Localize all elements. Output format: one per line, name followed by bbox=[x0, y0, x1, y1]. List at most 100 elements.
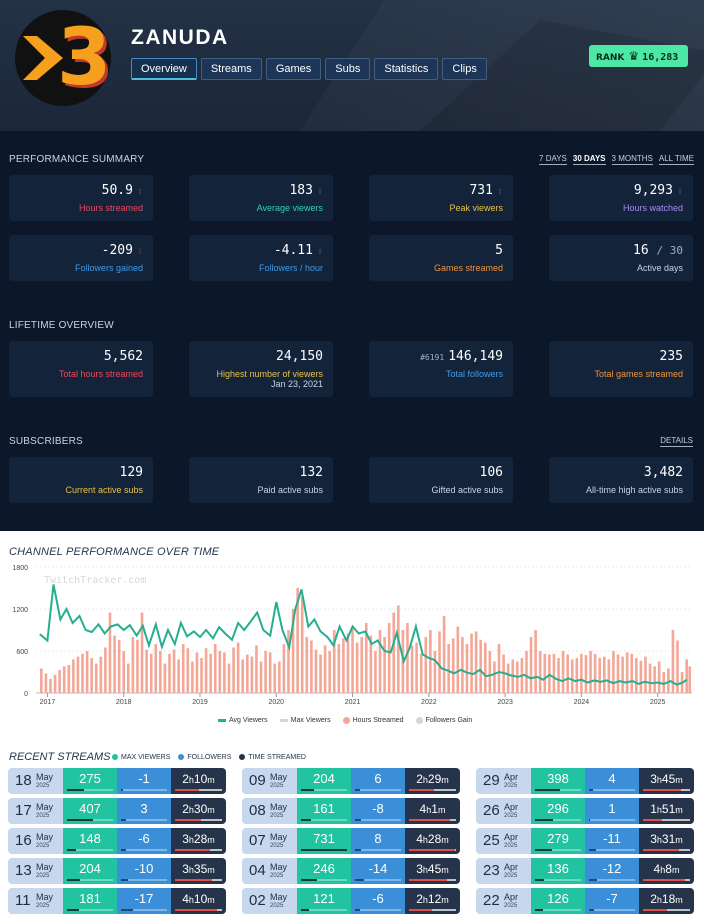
stream-row[interactable]: 16 May 2025 148 -6 3h28m bbox=[8, 828, 226, 854]
range-7-days[interactable]: 7 DAYS bbox=[539, 154, 567, 165]
rank-badge[interactable]: RANK ♛ 16,283 bbox=[589, 45, 688, 67]
legend-item[interactable]: Avg Viewers bbox=[218, 717, 268, 724]
stream-row[interactable]: 07 May 2025 731 8 4h28m bbox=[242, 828, 460, 854]
stream-time: 4h1m bbox=[405, 798, 460, 824]
hours-streamed-bar bbox=[598, 658, 602, 693]
stream-row[interactable]: 22 Apr 2025 126 -7 2h18m bbox=[476, 888, 694, 914]
stream-day: 17 bbox=[15, 802, 32, 819]
max-viewers-bar bbox=[67, 849, 113, 851]
performance-stat-label: Active days bbox=[636, 263, 683, 273]
stream-row[interactable]: 29 Apr 2025 398 4 3h45m bbox=[476, 768, 694, 794]
stream-row[interactable]: 09 May 2025 204 6 2h29m bbox=[242, 768, 460, 794]
stream-row[interactable]: 13 May 2025 204 -10 3h35m bbox=[8, 858, 226, 884]
tab-overview[interactable]: Overview bbox=[131, 58, 197, 80]
hours-streamed-bar bbox=[369, 635, 373, 693]
stream-month: May bbox=[36, 892, 54, 902]
legend-label: Avg Viewers bbox=[229, 717, 268, 724]
stream-row[interactable]: 23 Apr 2025 136 -12 4h8m bbox=[476, 858, 694, 884]
stream-day: 22 bbox=[483, 892, 500, 909]
legend-item[interactable]: Followers Gain bbox=[415, 717, 472, 724]
x-tick-label: 2018 bbox=[116, 699, 132, 706]
hours-streamed-bar bbox=[483, 642, 487, 693]
tab-streams[interactable]: Streams bbox=[200, 58, 262, 80]
time-streamed-bar bbox=[409, 819, 456, 821]
hours-streamed-bar bbox=[621, 656, 624, 693]
stream-row[interactable]: 02 May 2025 121 -6 2h12m bbox=[242, 888, 460, 914]
value-text: 235 bbox=[659, 349, 683, 364]
lifetime-stat-card: #6191 146,149 Total followers bbox=[369, 341, 513, 397]
hours-streamed-bar bbox=[140, 612, 144, 693]
stream-followers: -1 bbox=[117, 768, 171, 794]
performance-stat-card: 183 ⇧ Average viewers bbox=[189, 175, 333, 221]
legend-swatch bbox=[279, 719, 288, 722]
hours-streamed-bar bbox=[479, 639, 483, 693]
stream-row[interactable]: 17 May 2025 407 3 2h30m bbox=[8, 798, 226, 824]
subscribers-stat-label: Paid active subs bbox=[257, 485, 323, 495]
hours-streamed-bar bbox=[575, 658, 579, 693]
performance-stat-value: 9,293 ⇧ bbox=[634, 183, 683, 198]
subscribers-stat-card: 132 Paid active subs bbox=[189, 457, 333, 503]
hours-streamed-bar bbox=[415, 642, 418, 693]
hours-streamed-bar bbox=[387, 623, 391, 693]
legend-item[interactable]: Max Viewers bbox=[279, 717, 331, 724]
stream-max-viewers: 407 bbox=[63, 798, 117, 824]
hours-streamed-bar bbox=[314, 649, 318, 693]
subscribers-title: SUBSCRIBERS bbox=[9, 436, 83, 447]
stream-row[interactable]: 11 May 2025 181 -17 4h10m bbox=[8, 888, 226, 914]
channel-logo[interactable]: 3 bbox=[15, 10, 111, 106]
hours-streamed-bar bbox=[497, 644, 501, 693]
stream-row[interactable]: 18 May 2025 275 -1 2h10m bbox=[8, 768, 226, 794]
followers-bar bbox=[121, 789, 167, 791]
max-viewers-bar bbox=[535, 819, 581, 821]
stream-year: 2025 bbox=[270, 783, 284, 789]
stream-year: 2025 bbox=[270, 903, 284, 909]
tab-subs[interactable]: Subs bbox=[325, 58, 371, 80]
stream-max-viewers: 296 bbox=[531, 798, 585, 824]
recent-streams-legend: MAX VIEWERS FOLLOWERS TIME STREAMED bbox=[112, 754, 306, 761]
stream-row[interactable]: 25 Apr 2025 279 -11 3h31m bbox=[476, 828, 694, 854]
stream-followers: -10 bbox=[117, 858, 171, 884]
rank-number: #6191 bbox=[420, 353, 445, 362]
legend-swatch bbox=[342, 717, 350, 724]
subscribers-stat-card: 106 Gifted active subs bbox=[369, 457, 513, 503]
hours-streamed-bar bbox=[209, 653, 212, 693]
stream-year: 2025 bbox=[36, 813, 50, 819]
performance-chart[interactable]: 0 600 1200 1800 2017 2018 2019 2020 2021 2022 2023… bbox=[0, 559, 704, 714]
stream-max-viewers: 121 bbox=[297, 888, 351, 914]
followers-bar bbox=[589, 909, 635, 911]
stream-max-viewers: 279 bbox=[531, 828, 585, 854]
tab-games[interactable]: Games bbox=[265, 58, 322, 80]
hours-streamed-bar bbox=[72, 659, 75, 693]
performance-stat-card: 9,293 ⇧ Hours watched bbox=[549, 175, 693, 221]
stream-row[interactable]: 04 May 2025 246 -14 3h45m bbox=[242, 858, 460, 884]
stream-date: 16 May 2025 bbox=[8, 828, 63, 854]
range-3-months[interactable]: 3 MONTHS bbox=[611, 154, 653, 165]
stream-day: 08 bbox=[249, 802, 266, 819]
hours-streamed-bar bbox=[282, 644, 286, 693]
hours-streamed-bar bbox=[245, 654, 249, 693]
stream-month: May bbox=[270, 802, 288, 812]
x-tick-label: 2019 bbox=[192, 699, 208, 706]
hours-streamed-bar bbox=[278, 661, 281, 693]
stream-row[interactable]: 26 Apr 2025 296 1 1h51m bbox=[476, 798, 694, 824]
hours-streamed-bar bbox=[81, 653, 84, 693]
range-all-time[interactable]: ALL TIME bbox=[658, 154, 694, 165]
tab-clips[interactable]: Clips bbox=[442, 58, 487, 80]
hours-streamed-bar bbox=[438, 631, 441, 693]
lifetime-stat-value: 235 bbox=[660, 349, 683, 364]
max-viewers-bar bbox=[67, 879, 113, 881]
hours-streamed-bar bbox=[332, 630, 336, 693]
subscribers-details-link[interactable]: DETAILS bbox=[660, 436, 693, 447]
tab-statistics[interactable]: Statistics bbox=[374, 58, 439, 80]
hours-streamed-bar bbox=[470, 633, 473, 693]
hours-streamed-bar bbox=[374, 651, 377, 693]
logo-text: 3 bbox=[57, 13, 111, 103]
time-streamed-bar bbox=[643, 879, 690, 881]
range-30-days[interactable]: 30 DAYS bbox=[572, 154, 606, 165]
stream-time: 2h10m bbox=[171, 768, 226, 794]
time-streamed-bar bbox=[409, 849, 456, 851]
legend-item[interactable]: Hours Streamed bbox=[342, 717, 404, 724]
stream-followers: -12 bbox=[585, 858, 639, 884]
hours-streamed-bar bbox=[181, 644, 185, 693]
stream-row[interactable]: 08 May 2025 161 -8 4h1m bbox=[242, 798, 460, 824]
